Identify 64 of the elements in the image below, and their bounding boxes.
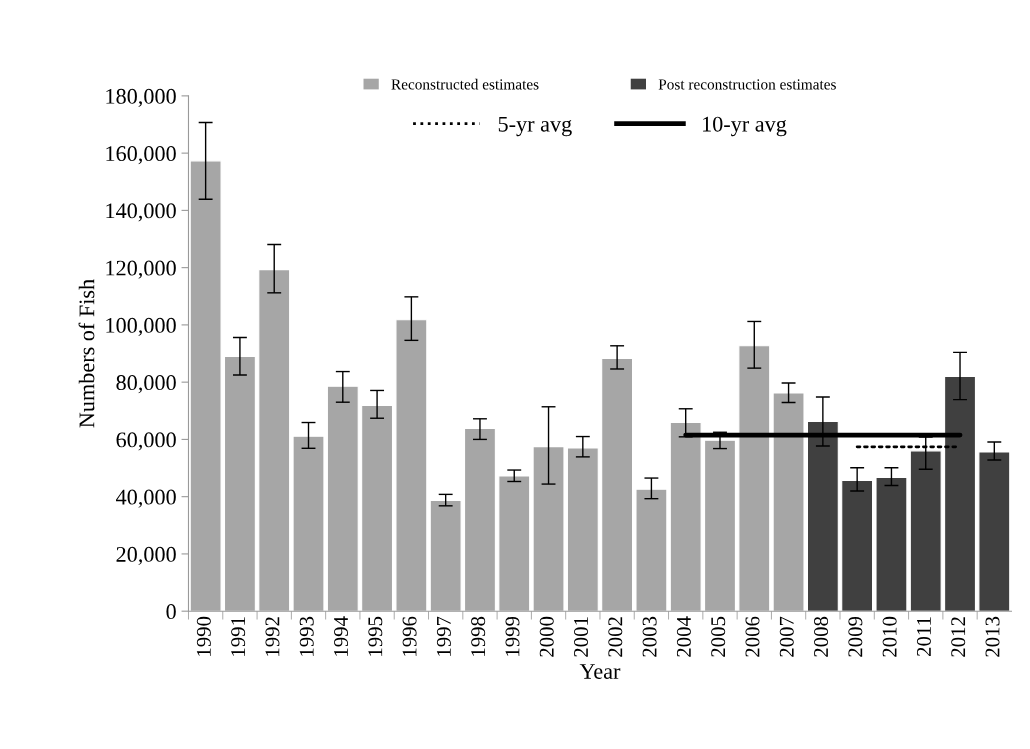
x-tick-label: 2006 xyxy=(745,616,760,657)
bar xyxy=(395,319,428,612)
legend-label: Post reconstruction estimates xyxy=(658,79,836,90)
bar xyxy=(841,479,874,612)
y-tick-label: 140,000 xyxy=(106,203,176,222)
y-tick-label: 160,000 xyxy=(106,146,176,165)
bar xyxy=(978,451,1011,612)
x-axis-title: Year xyxy=(579,664,621,679)
x-tick-label: 1997 xyxy=(436,616,451,656)
bar xyxy=(258,269,291,612)
y-tick-label: 40,000 xyxy=(116,489,176,508)
x-tick-label: 1998 xyxy=(471,616,486,656)
legend-label: Reconstructed estimates xyxy=(391,78,539,90)
bar xyxy=(635,488,668,612)
y-tick-label: 80,000 xyxy=(116,375,176,394)
y-tick-label: 100,000 xyxy=(106,317,176,337)
bar xyxy=(875,476,908,612)
bar xyxy=(189,160,222,612)
y-axis-title: Numbers of Fish xyxy=(78,279,95,428)
bar xyxy=(532,446,565,612)
bar xyxy=(361,404,394,612)
bar xyxy=(738,345,771,612)
x-tick-label: 2009 xyxy=(848,616,863,657)
x-tick-label: 1993 xyxy=(299,616,314,656)
bar xyxy=(566,447,599,612)
x-tick-label: 2005 xyxy=(711,616,726,657)
x-tick-label: 1999 xyxy=(505,616,520,656)
y-tick-label: 180,000 xyxy=(106,88,176,107)
bar xyxy=(326,385,359,612)
x-tick-label: 2002 xyxy=(608,617,623,657)
legend-label: 10-yr avg xyxy=(703,116,787,137)
bar xyxy=(223,355,256,612)
bar xyxy=(806,420,839,612)
bar xyxy=(463,427,496,612)
y-tick-label: 60,000 xyxy=(116,432,176,451)
x-tick-label: 1994 xyxy=(334,616,349,656)
x-tick-label: 2010 xyxy=(882,616,897,657)
bar xyxy=(944,375,977,612)
bar xyxy=(909,450,942,612)
bar xyxy=(772,392,805,612)
bar xyxy=(669,421,702,612)
x-tick-label: 2008 xyxy=(814,616,829,657)
x-tick-label: 2004 xyxy=(676,616,691,657)
bar xyxy=(704,439,736,612)
bar xyxy=(601,357,634,612)
x-tick-label: 2013 xyxy=(985,616,1000,657)
legend-label: 5-yr avg xyxy=(498,116,572,137)
x-tick-label: 1996 xyxy=(402,616,417,656)
x-tick-label: 2012 xyxy=(951,617,966,657)
x-tick-label: 2000 xyxy=(539,616,554,657)
x-tick-label: 2007 xyxy=(779,616,794,657)
x-tick-label: 1992 xyxy=(265,617,280,656)
bar xyxy=(429,499,462,612)
x-tick-label: 2001 xyxy=(573,617,589,657)
bar xyxy=(292,435,325,612)
x-tick-label: 2011 xyxy=(916,617,931,657)
y-tick-label: 120,000 xyxy=(106,260,176,279)
y-tick-label: 20,000 xyxy=(116,546,176,566)
x-tick-label: 1995 xyxy=(368,616,383,656)
y-tick-label: 0 xyxy=(166,604,176,620)
x-tick-label: 1991 xyxy=(231,617,246,656)
x-tick-label: 2003 xyxy=(642,616,657,657)
x-tick-label: 1990 xyxy=(196,616,211,656)
bar xyxy=(498,475,531,612)
